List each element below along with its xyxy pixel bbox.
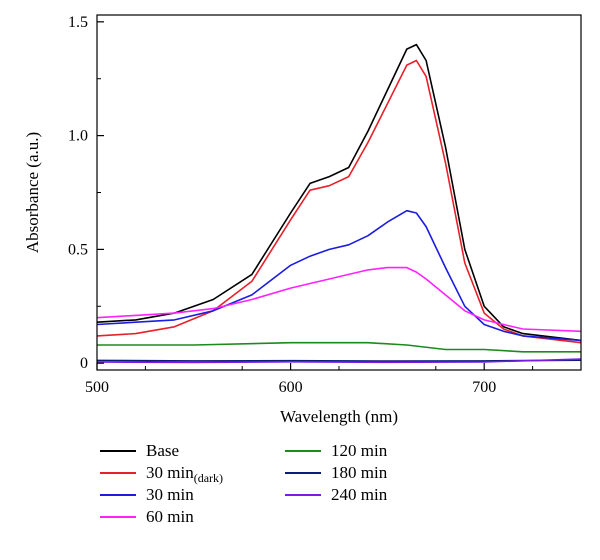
series-line-0 xyxy=(96,43,582,342)
y-tick-label: 1.0 xyxy=(68,128,88,145)
legend-label: 60 min xyxy=(146,507,194,526)
legend-label: 30 min xyxy=(146,463,194,482)
legend-swatch xyxy=(100,472,136,474)
legend-label: 180 min xyxy=(331,463,388,482)
legend-label: 30 min xyxy=(146,485,194,504)
legend-swatch xyxy=(285,494,321,496)
series-line-6 xyxy=(96,358,582,364)
y-tick-label: 0.5 xyxy=(68,241,88,258)
x-tick-label: 700 xyxy=(472,379,496,396)
legend-label: 120 min xyxy=(331,441,388,460)
legend-swatch xyxy=(285,472,321,474)
legend-item-240min: 240 min xyxy=(285,484,387,506)
series-line-4 xyxy=(97,341,581,353)
legend-item-30min-dark: 30 min (dark) xyxy=(100,462,224,485)
legend-swatch xyxy=(100,516,136,518)
y-tick-label: 1.5 xyxy=(68,14,88,31)
series-line-1 xyxy=(96,59,582,344)
legend-item-180min: 180 min xyxy=(285,462,387,484)
series-layer xyxy=(96,43,582,364)
x-axis-label: Wavelength (nm) xyxy=(280,407,398,426)
x-tick-label: 500 xyxy=(85,379,109,396)
legend-item-120min: 120 min xyxy=(285,440,387,462)
legend-swatch xyxy=(285,450,321,452)
legend-swatch xyxy=(100,450,136,452)
legend-item-30min: 30 min xyxy=(100,484,194,506)
y-axis-ticks: 0 0.5 1.0 1.5 xyxy=(68,14,104,372)
legend: Base 30 min (dark) 30 min 60 min 120 min … xyxy=(100,440,520,552)
x-tick-label: 600 xyxy=(279,379,303,396)
legend-label: 240 min xyxy=(331,485,388,504)
y-tick-label: 0 xyxy=(80,355,88,372)
series-line-2 xyxy=(96,209,582,342)
legend-label-subscript: (dark) xyxy=(193,470,224,485)
legend-item-base: Base xyxy=(100,440,179,462)
legend-label: Base xyxy=(146,441,180,460)
series-line-3 xyxy=(96,266,582,333)
x-axis-ticks: 500 600 700 xyxy=(85,363,534,396)
plot-frame xyxy=(96,14,582,371)
legend-item-60min: 60 min xyxy=(100,506,194,528)
y-axis-label: Absorbance (a.u.) xyxy=(23,132,42,253)
legend-swatch xyxy=(100,494,136,496)
